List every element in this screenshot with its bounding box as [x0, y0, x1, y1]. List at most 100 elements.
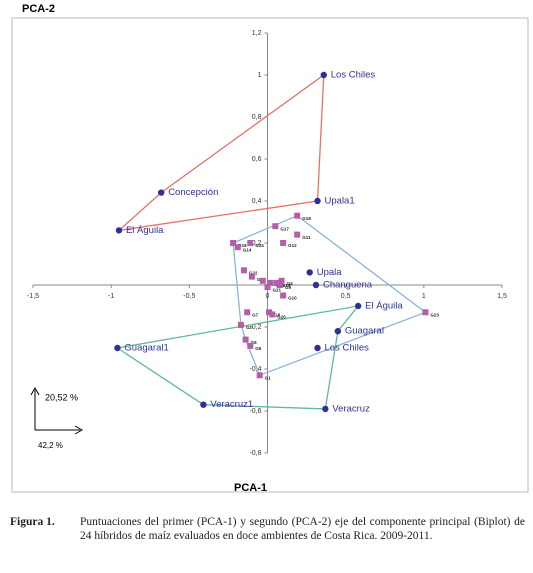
x-tick-label: 0: [266, 293, 270, 300]
point-label: G18: [302, 216, 311, 221]
point: [247, 240, 254, 246]
x-tick-label: 1: [422, 293, 426, 300]
point-label: Veracruz1: [210, 399, 253, 410]
point-label: El Águila: [126, 225, 164, 236]
point: [334, 328, 342, 335]
point-label: G14: [243, 247, 252, 252]
point-label: Upala: [317, 267, 343, 278]
point-label: G17: [280, 226, 289, 231]
point: [267, 279, 274, 286]
point: [266, 309, 273, 316]
point: [115, 227, 123, 234]
point: [314, 197, 321, 205]
point: [230, 240, 237, 246]
point-label: G4: [287, 281, 294, 286]
point-label: Veracruz: [332, 403, 370, 414]
caption-text: Puntuaciones del primer (PCA-1) y segund…: [80, 516, 525, 542]
point-label: G16: [238, 243, 247, 248]
point: [314, 344, 321, 352]
point-label: G12: [288, 243, 297, 248]
point-label: Upala1: [325, 196, 355, 207]
point: [114, 344, 121, 352]
point: [269, 311, 276, 318]
arrow-head: [74, 425, 84, 435]
point: [241, 267, 248, 274]
x-axis-label: PCA-1: [234, 482, 267, 494]
point: [242, 336, 249, 343]
arrow-head: [30, 386, 40, 396]
chart: PCA-2 PCA-1 20,52 % 42,2 % -1,5 -1 -0,5 0 0,…: [11, 3, 529, 494]
caption-label: Figura 1.: [10, 516, 55, 528]
point: [273, 279, 280, 286]
point: [244, 309, 251, 316]
point: [200, 401, 207, 408]
point-label: G22: [249, 270, 258, 275]
point-label: Guagaral1: [124, 343, 168, 354]
point: [354, 302, 362, 310]
point: [234, 244, 241, 251]
y-tick-label: 1,2: [252, 30, 262, 37]
caption: Figura 1. Puntuaciones del primer (PCA-1…: [10, 515, 525, 543]
point-label: G6: [251, 340, 258, 345]
x-tick-label: 1,5: [497, 293, 507, 300]
point-label: G19: [282, 283, 291, 288]
point-label: Changuena: [323, 280, 373, 291]
point: [272, 223, 279, 230]
y-tick-label: 0,4: [252, 198, 262, 205]
point: [280, 240, 287, 246]
point-label: G21: [273, 287, 282, 292]
hull: [116, 73, 325, 232]
y-tick-label: 0,6: [252, 156, 262, 163]
x-tick-label: 0,5: [341, 293, 351, 300]
point: [247, 342, 254, 349]
point-label: G10: [288, 296, 297, 301]
annotation: 42,2 %: [38, 441, 63, 450]
y-tick-label: -0,2: [249, 324, 261, 331]
point: [248, 273, 255, 280]
point: [264, 284, 271, 291]
point: [294, 231, 301, 238]
point: [422, 309, 429, 316]
point-label: Los Chiles: [325, 343, 370, 354]
point: [277, 282, 284, 288]
y-tick-label: -0,6: [249, 408, 261, 415]
point: [280, 292, 287, 299]
point: [259, 277, 266, 284]
x-tick-label: -1: [108, 293, 114, 300]
point-label: G23: [430, 312, 439, 317]
point: [322, 405, 329, 413]
x-tick-label: -0,5: [183, 293, 195, 300]
point: [278, 277, 285, 284]
x-tick-label: -1,5: [27, 293, 39, 300]
point: [306, 269, 313, 276]
point-label: G2: [246, 325, 253, 330]
hull: [115, 305, 360, 410]
point-label: G11: [302, 235, 311, 240]
point: [294, 212, 301, 219]
point: [256, 372, 263, 379]
y-axis-label: PCA-2: [22, 3, 55, 15]
y-tick-label: 1: [258, 72, 262, 79]
point-label: G8: [274, 312, 281, 317]
point: [237, 321, 244, 328]
point-label: Guagaral: [345, 326, 384, 337]
point-label: G20: [277, 315, 286, 320]
point: [312, 281, 320, 289]
point-label: G24: [255, 243, 264, 248]
point-label: G9: [285, 285, 292, 290]
point-label: G7: [252, 312, 259, 317]
y-tick-label: -0,4: [249, 366, 261, 373]
point-label: Los Chiles: [331, 70, 376, 81]
point-label: G5: [255, 346, 262, 351]
y-tick-label: 0,8: [252, 114, 262, 121]
point-label: El Águila: [365, 301, 403, 312]
y-tick-label: 0,2: [252, 240, 262, 247]
point: [320, 71, 327, 79]
point-label: Concepción: [168, 187, 218, 198]
plot-frame: [11, 17, 529, 493]
annotation: 20,52 %: [45, 392, 78, 402]
y-tick-label: -0,8: [249, 450, 261, 457]
point: [157, 189, 165, 196]
point-label: G1: [265, 375, 272, 380]
